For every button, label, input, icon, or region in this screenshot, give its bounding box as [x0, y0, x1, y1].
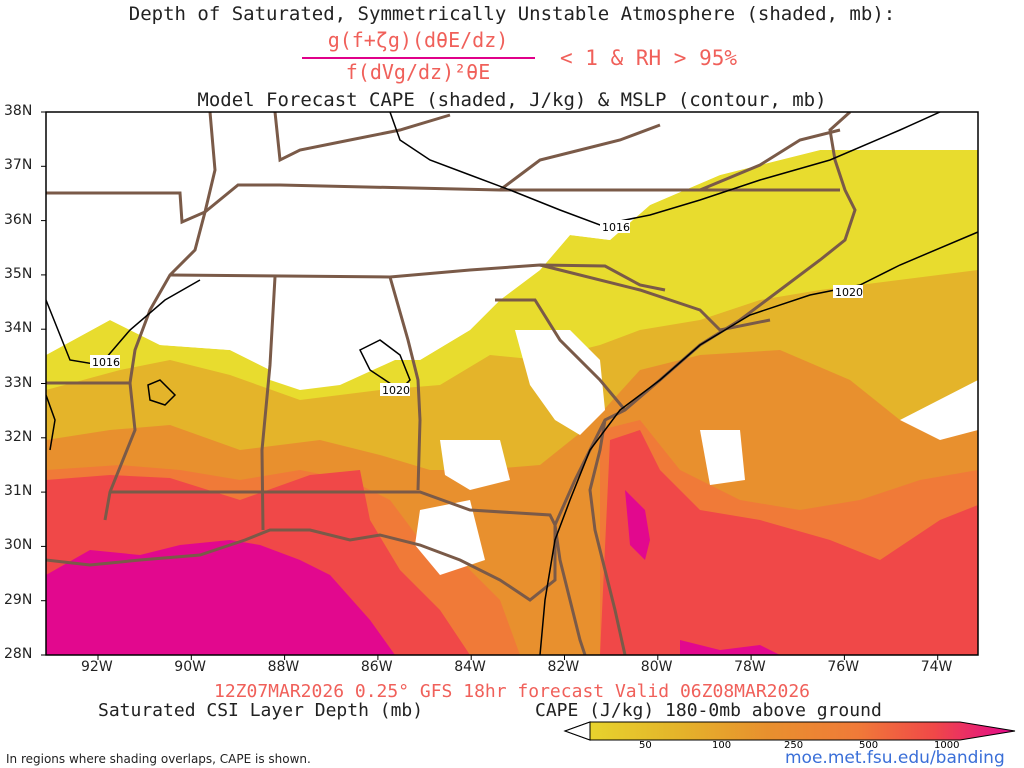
fl-panhandle-border — [110, 490, 557, 526]
lon-label: 82W — [547, 659, 580, 675]
atlantic-coast — [553, 112, 857, 526]
formula-numerator: g(f+ζg)(dθE/dz) — [327, 28, 509, 52]
formula-fraction-bar — [302, 57, 535, 59]
lon-label: 88W — [267, 659, 300, 675]
formula-denominator: f(dVg/dz)²θE — [345, 60, 491, 84]
lat-label: 36N — [4, 211, 33, 228]
lon-label: 80W — [640, 659, 673, 675]
state-boundaries — [46, 112, 857, 655]
legend-csi-label: Saturated CSI Layer Depth (mb) — [98, 700, 424, 721]
florida-east-coast — [588, 419, 627, 655]
colorbar-tick-label: 250 — [784, 740, 803, 751]
lat-label: 32N — [4, 428, 33, 445]
lon-label: 90W — [174, 659, 206, 675]
al-ga-border — [388, 276, 422, 491]
colorbar-tick-label: 100 — [712, 740, 731, 751]
lat-label: 30N — [4, 537, 33, 554]
lat-label: 31N — [4, 483, 33, 500]
colorbar-tick-label: 500 — [859, 740, 878, 751]
lat-label: 33N — [4, 374, 33, 391]
mississippi-river — [128, 112, 217, 384]
isobar-label: 1016 — [602, 221, 630, 234]
ar-la-border — [46, 381, 137, 521]
colorbar: 50 100 250 500 1000 — [563, 721, 1016, 751]
colorbar-tick-label: 1000 — [934, 740, 959, 751]
cape-shading — [46, 112, 978, 655]
isobar-label: 1020 — [835, 286, 863, 299]
lon-label: 84W — [454, 659, 486, 675]
lon-label: 76W — [827, 659, 860, 675]
lat-label: 38N — [4, 103, 33, 119]
lat-label: 35N — [4, 265, 33, 282]
legend-cape-label: CAPE (J/kg) 180-0mb above ground — [535, 700, 882, 721]
lon-label: 92W — [81, 659, 113, 675]
ohio-river — [273, 112, 451, 163]
ga-sc-border — [495, 298, 627, 411]
ms-al-border — [260, 276, 277, 531]
appalachian-border — [499, 123, 661, 192]
isobar-label: 1020 — [382, 384, 410, 397]
cape-band-gt1000 — [46, 540, 395, 655]
va-nc-coast-river — [699, 128, 841, 192]
colorbar-tick-label: 50 — [639, 740, 652, 751]
lat-label: 37N — [4, 157, 33, 174]
map-subtitle: Model Forecast CAPE (shaded, J/kg) & MSL… — [197, 89, 827, 111]
site-link[interactable]: moe.met.fsu.edu/banding — [785, 748, 1005, 768]
footnote: In regions where shading overlaps, CAPE … — [6, 752, 311, 766]
formula-condition: < 1 & RH > 95% — [560, 46, 738, 70]
lon-label: 74W — [920, 659, 953, 675]
tn-ky-border — [46, 183, 840, 225]
lon-label: 78W — [734, 659, 766, 675]
gulf-coast — [46, 525, 557, 602]
lat-label: 28N — [4, 646, 33, 662]
forecast-valid-time: 12Z07MAR2026 0.25° GFS 18hr forecast Val… — [213, 681, 811, 702]
isobar-label: 1016 — [92, 356, 120, 369]
isobar-1016-west — [46, 394, 56, 451]
lat-label: 29N — [4, 591, 33, 608]
lon-label: 86W — [360, 659, 393, 675]
florida-coast — [553, 524, 587, 655]
map-title: Depth of Saturated, Symmetrically Unstab… — [128, 3, 896, 25]
lat-label: 34N — [4, 320, 33, 337]
